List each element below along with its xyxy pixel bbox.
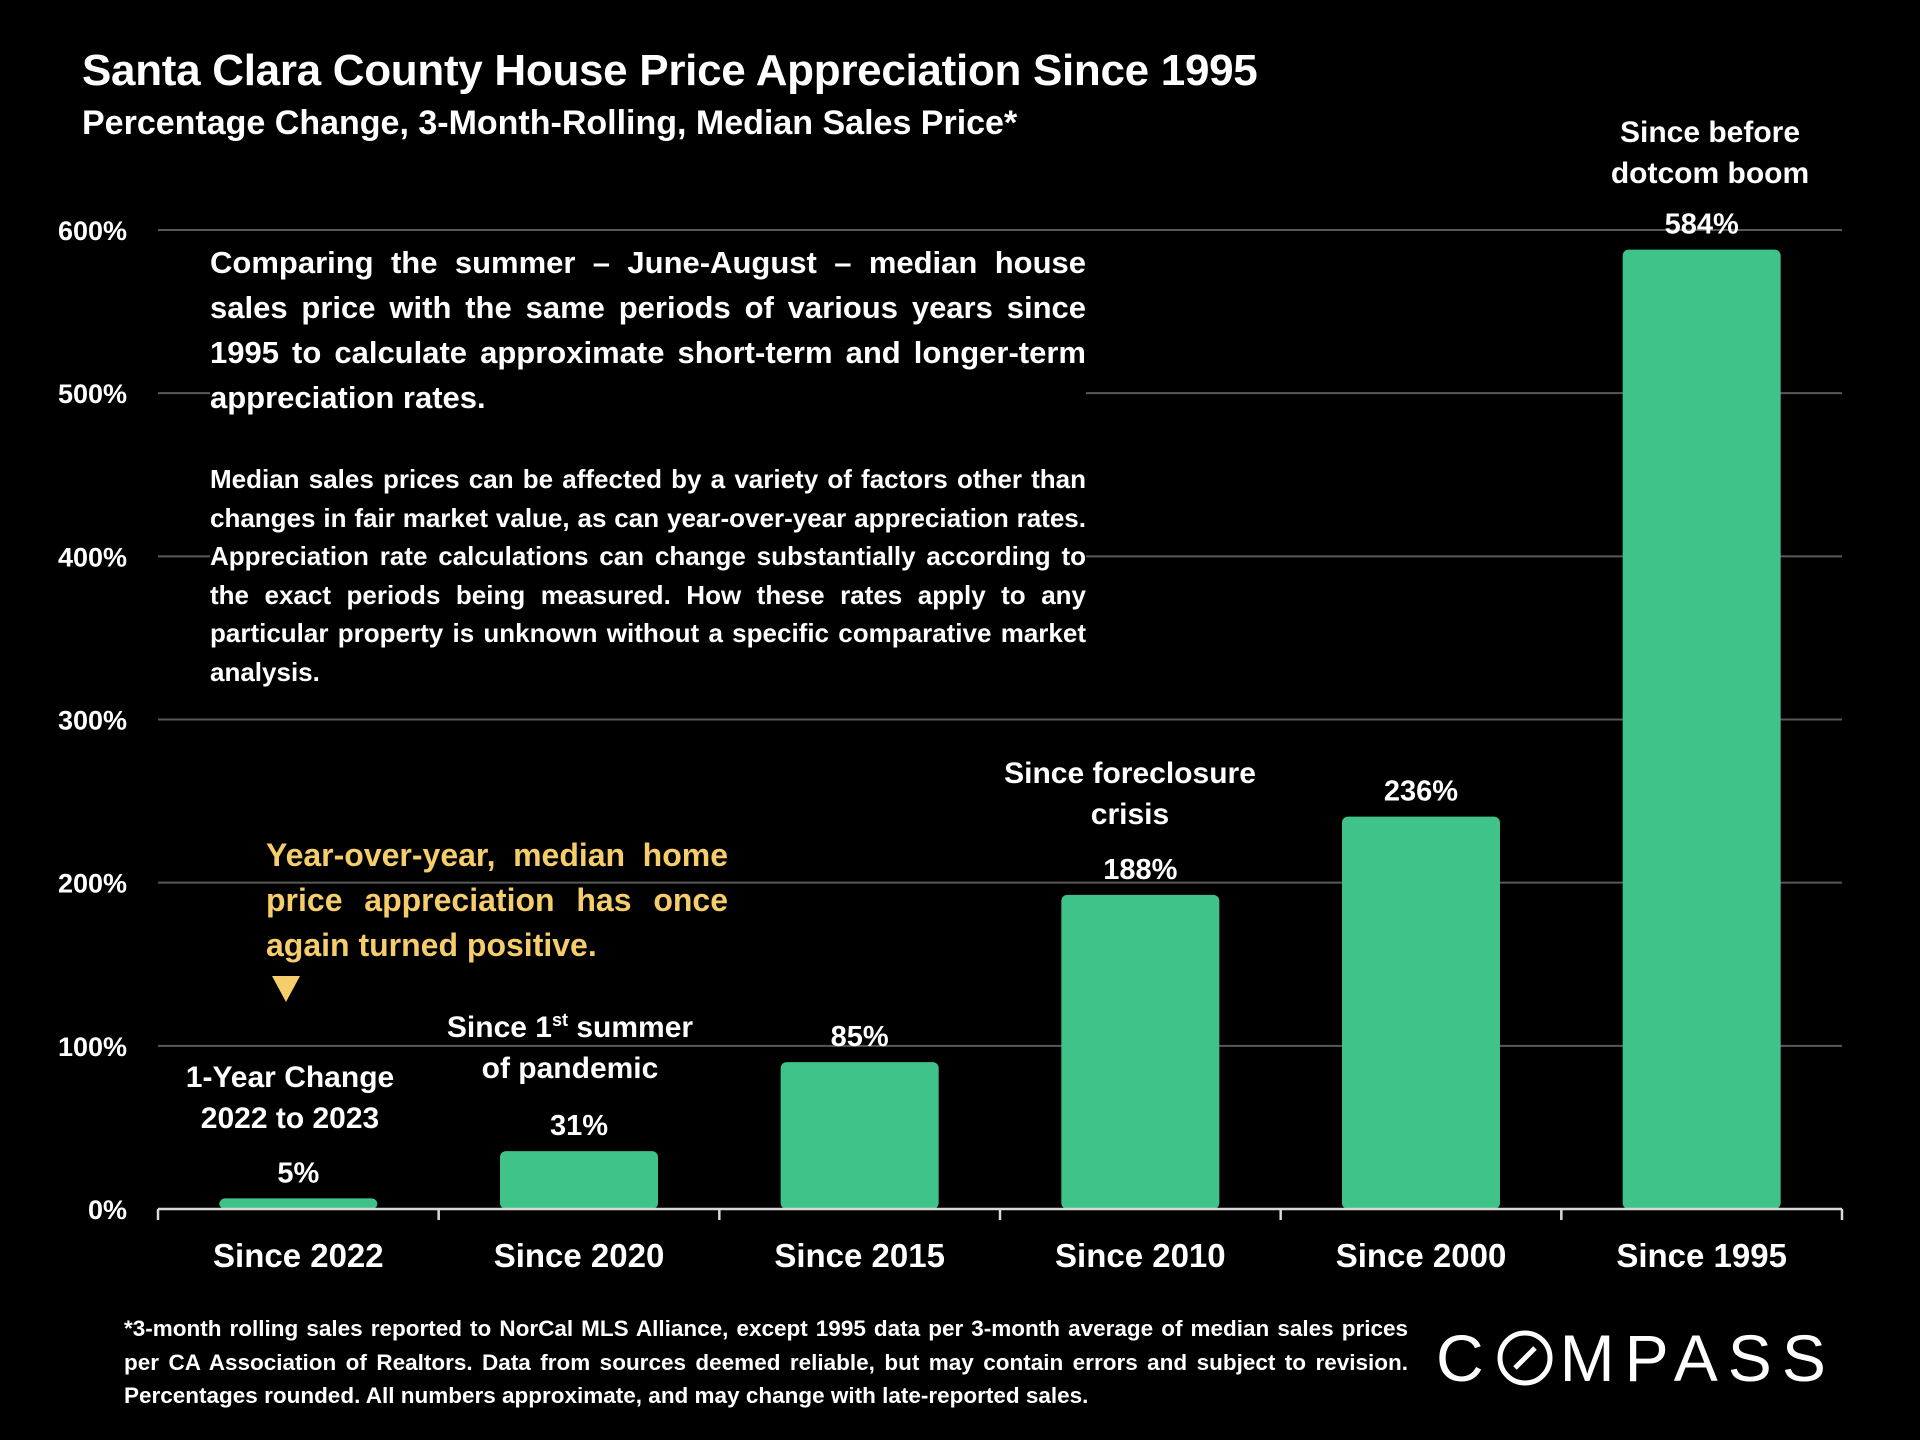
y-tick-label: 200%: [58, 869, 127, 899]
annotation-since-2022: 1-Year Change 2022 to 2023: [170, 1057, 410, 1139]
logo-text-start: C: [1436, 1321, 1494, 1395]
data-label: 5%: [277, 1157, 319, 1189]
methodology-notes: Comparing the summer – June-August – med…: [210, 240, 1086, 691]
notes-paragraph-2: Median sales prices can be affected by a…: [210, 464, 1086, 687]
footnote: *3-month rolling sales reported to NorCa…: [124, 1316, 1408, 1408]
x-tick-label: Since 2010: [1055, 1237, 1226, 1274]
bar: [219, 1198, 378, 1209]
annotation-superscript: st: [551, 1010, 568, 1030]
compass-logo: C MPASS: [1436, 1320, 1836, 1396]
annotation-text: summer: [568, 1011, 694, 1044]
annotation-since-2020: Since 1st summer of pandemic: [430, 1007, 710, 1089]
bar: [500, 1151, 658, 1209]
annotation-line: Since 1st summer: [430, 1007, 710, 1048]
notes-paragraph-1: Comparing the summer – June-August – med…: [210, 245, 1086, 415]
data-label: 85%: [831, 1021, 889, 1053]
logo-text-end: MPASS: [1559, 1321, 1836, 1395]
data-label: 236%: [1384, 776, 1458, 808]
callout-down-arrow-icon: [272, 976, 300, 1002]
data-label: 188%: [1103, 854, 1177, 886]
annotation-since-2010: Since foreclosure crisis: [990, 753, 1270, 835]
bar: [780, 1062, 939, 1209]
bar: [1061, 894, 1220, 1209]
x-tick-label: Since 1995: [1616, 1237, 1787, 1274]
chart-title: Santa Clara County House Price Appreciat…: [82, 46, 1258, 95]
annotation-line: crisis: [1090, 798, 1170, 831]
annotation-since-1995: Since before dotcom boom: [1570, 112, 1850, 194]
annotation-line: Since foreclosure: [1004, 757, 1256, 790]
x-tick-label: Since 2020: [494, 1237, 665, 1274]
y-tick-label: 400%: [58, 542, 127, 572]
x-tick-label: Since 2015: [774, 1237, 945, 1274]
chart-subtitle: Percentage Change, 3-Month-Rolling, Medi…: [82, 104, 1018, 142]
yoy-callout: Year-over-year, median home price apprec…: [266, 837, 728, 963]
y-tick-label: 500%: [58, 379, 127, 409]
x-tick-label: Since 2000: [1336, 1237, 1507, 1274]
annotation-line: Since before: [1619, 116, 1801, 149]
x-tick-label: Since 2022: [213, 1237, 384, 1274]
annotation-text: Since 1: [446, 1011, 552, 1044]
y-tick-label: 300%: [58, 706, 127, 736]
y-tick-label: 600%: [58, 216, 127, 246]
annotation-line: 2022 to 2023: [200, 1102, 380, 1135]
annotation-line: of pandemic: [481, 1052, 659, 1085]
data-label: 31%: [550, 1110, 608, 1142]
data-label: 584%: [1665, 209, 1739, 241]
bar: [1622, 249, 1781, 1209]
bar: [1342, 816, 1500, 1209]
annotation-line: 1-Year Change: [185, 1061, 395, 1094]
annotation-line: dotcom boom: [1610, 157, 1810, 190]
y-tick-label: 0%: [88, 1195, 127, 1225]
y-tick-label: 100%: [58, 1032, 127, 1062]
compass-o-icon: [1497, 1330, 1553, 1386]
